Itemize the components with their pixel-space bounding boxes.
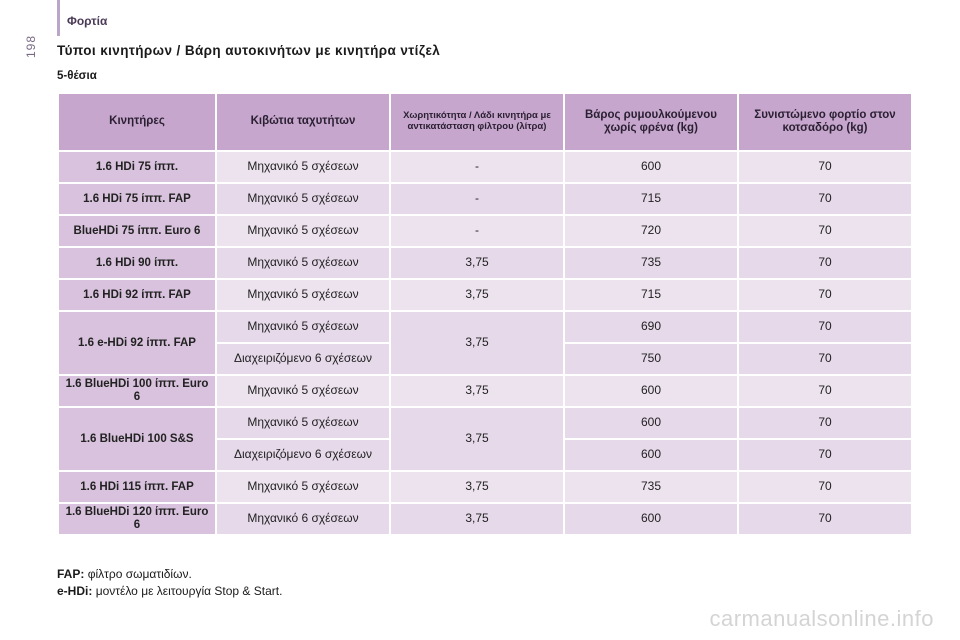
weight-cell: 600 [565, 440, 737, 470]
footnote-term: FAP: [57, 567, 85, 581]
oil-cell: 3,75 [391, 376, 563, 406]
weight-cell: 690 [565, 312, 737, 342]
weight-cell: 600 [565, 152, 737, 182]
table-row: Διαχειριζόμενο 6 σχέσεων 600 70 [59, 440, 911, 470]
engine-cell: 1.6 BlueHDi 120 ίππ. Euro 6 [59, 504, 215, 534]
subtitle: 5-θέσια [57, 70, 97, 82]
watermark: carmanualsonline.info [709, 606, 934, 631]
weight-cell: 715 [565, 280, 737, 310]
weight-cell: 750 [565, 344, 737, 374]
header-accent-bar [57, 0, 60, 36]
gearbox-cell: Μηχανικό 5 σχέσεων [217, 184, 389, 214]
page-title: Τύποι κινητήρων / Βάρη αυτοκινήτων με κι… [57, 43, 441, 58]
gearbox-cell: Διαχειριζόμενο 6 σχέσεων [217, 344, 389, 374]
engine-cell: 1.6 HDi 75 ίππ. [59, 152, 215, 182]
table-row: 1.6 HDi 75 ίππ. FAP Μηχανικό 5 σχέσεων -… [59, 184, 911, 214]
engine-cell: 1.6 HDi 75 ίππ. FAP [59, 184, 215, 214]
engine-cell: BlueHDi 75 ίππ. Euro 6 [59, 216, 215, 246]
load-cell: 70 [739, 472, 911, 502]
table-row: 1.6 e-HDi 92 ίππ. FAP Μηχανικό 5 σχέσεων… [59, 312, 911, 374]
gearbox-cell: Μηχανικό 5 σχέσεων [217, 280, 389, 310]
table-row: 1.6 BlueHDi 120 ίππ. Euro 6 Μηχανικό 6 σ… [59, 504, 911, 534]
header-gearboxes: Κιβώτια ταχυτήτων [217, 94, 389, 150]
load-cell: 70 [739, 344, 911, 374]
oil-cell: 3,75 [391, 312, 563, 374]
load-cell: 70 [739, 440, 911, 470]
weight-cell: 600 [565, 504, 737, 534]
section-title: Φορτία [67, 14, 108, 28]
engine-cell: 1.6 HDi 90 ίππ. [59, 248, 215, 278]
weight-cell: 600 [565, 408, 737, 438]
table-header-row: Κινητήρες Κιβώτια ταχυτήτων Χωρητικότητα… [59, 94, 911, 150]
weight-cell: 735 [565, 248, 737, 278]
footnote-term: e-HDi: [57, 584, 93, 598]
oil-cell: 3,75 [391, 472, 563, 502]
table-row: Διαχειριζόμενο 6 σχέσεων 750 70 [59, 344, 911, 374]
gearbox-cell: Διαχειριζόμενο 6 σχέσεων [217, 440, 389, 470]
footnote-text: μοντέλο με λειτουργία Stop & Start. [95, 584, 283, 598]
weight-cell: 715 [565, 184, 737, 214]
oil-cell: 3,75 [391, 280, 563, 310]
weight-cell: 600 [565, 376, 737, 406]
engine-cell: 1.6 e-HDi 92 ίππ. FAP [59, 312, 215, 374]
header-oil-capacity: Χωρητικότητα / Λάδι κινητήρα με αντικατά… [391, 94, 563, 150]
load-cell: 70 [739, 504, 911, 534]
footnote-fap: FAP: φίλτρο σωματιδίων. [57, 567, 192, 581]
engine-cell: 1.6 BlueHDi 100 S&S [59, 408, 215, 470]
gearbox-cell: Μηχανικό 5 σχέσεων [217, 312, 389, 342]
gearbox-cell: Μηχανικό 6 σχέσεων [217, 504, 389, 534]
gearbox-cell: Μηχανικό 5 σχέσεων [217, 216, 389, 246]
engine-cell: 1.6 BlueHDi 100 ίππ. Euro 6 [59, 376, 215, 406]
table-row: 1.6 BlueHDi 100 S&S Μηχανικό 5 σχέσεων 3… [59, 408, 911, 470]
gearbox-cell: Μηχανικό 5 σχέσεων [217, 152, 389, 182]
gearbox-cell: Μηχανικό 5 σχέσεων [217, 248, 389, 278]
load-cell: 70 [739, 408, 911, 438]
oil-cell: 3,75 [391, 408, 563, 470]
oil-cell: - [391, 184, 563, 214]
table-row: 1.6 HDi 92 ίππ. FAP Μηχανικό 5 σχέσεων 3… [59, 280, 911, 310]
table-row: 1.6 HDi 90 ίππ. Μηχανικό 5 σχέσεων 3,75 … [59, 248, 911, 278]
load-cell: 70 [739, 248, 911, 278]
load-cell: 70 [739, 216, 911, 246]
load-cell: 70 [739, 376, 911, 406]
table-row: BlueHDi 75 ίππ. Euro 6 Μηχανικό 5 σχέσεω… [59, 216, 911, 246]
gearbox-cell: Μηχανικό 5 σχέσεων [217, 376, 389, 406]
weight-cell: 735 [565, 472, 737, 502]
header-engines: Κινητήρες [59, 94, 215, 150]
gearbox-cell: Μηχανικό 5 σχέσεων [217, 472, 389, 502]
table-row: 1.6 BlueHDi 100 ίππ. Euro 6 Μηχανικό 5 σ… [59, 376, 911, 406]
load-cell: 70 [739, 312, 911, 342]
table-row: 1.6 HDi 75 ίππ. Μηχανικό 5 σχέσεων - 600… [59, 152, 911, 182]
load-cell: 70 [739, 152, 911, 182]
load-cell: 70 [739, 280, 911, 310]
oil-cell: 3,75 [391, 504, 563, 534]
weight-cell: 720 [565, 216, 737, 246]
load-cell: 70 [739, 184, 911, 214]
engine-cell: 1.6 HDi 92 ίππ. FAP [59, 280, 215, 310]
header-unbraked-weight: Βάρος ρυμουλκούμενου χωρίς φρένα (kg) [565, 94, 737, 150]
oil-cell: - [391, 216, 563, 246]
footnote-ehdi: e-HDi: μοντέλο με λειτουργία Stop & Star… [57, 584, 282, 598]
page-number: 198 [24, 34, 38, 58]
gearbox-cell: Μηχανικό 5 σχέσεων [217, 408, 389, 438]
weights-table: Κινητήρες Κιβώτια ταχυτήτων Χωρητικότητα… [57, 92, 913, 536]
header-towbar-load: Συνιστώμενο φορτίο στον κοτσαδόρο (kg) [739, 94, 911, 150]
oil-cell: 3,75 [391, 248, 563, 278]
table-row: 1.6 HDi 115 ίππ. FAP Μηχανικό 5 σχέσεων … [59, 472, 911, 502]
engine-cell: 1.6 HDi 115 ίππ. FAP [59, 472, 215, 502]
oil-cell: - [391, 152, 563, 182]
footnote-text: φίλτρο σωματιδίων. [87, 567, 192, 581]
